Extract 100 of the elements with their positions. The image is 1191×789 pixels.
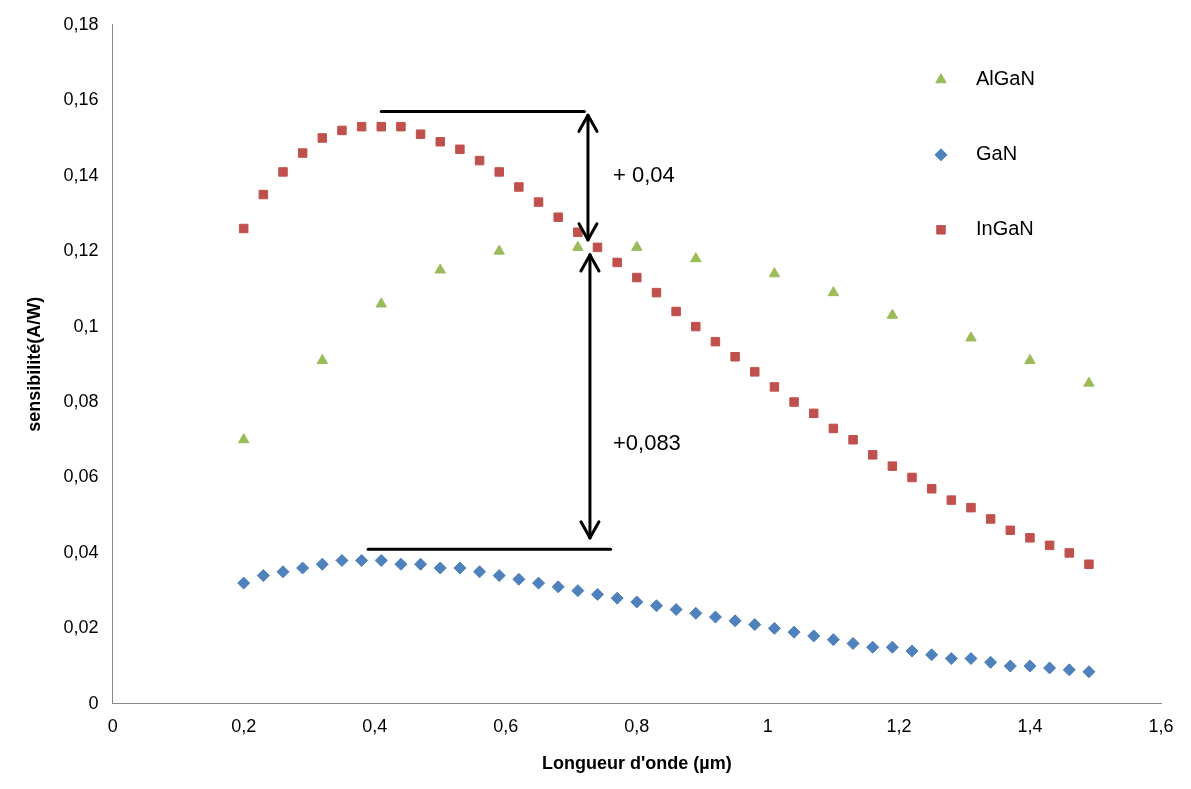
point — [1044, 540, 1055, 551]
point — [769, 382, 780, 392]
point — [592, 242, 603, 253]
point — [690, 252, 702, 263]
legend-label: GaN — [976, 142, 1018, 165]
point — [787, 625, 801, 639]
point — [630, 595, 644, 609]
x-tick-label: 1,4 — [1017, 715, 1043, 736]
point — [728, 614, 742, 628]
point — [317, 133, 328, 143]
y-tick-label: 0,06 — [63, 466, 99, 487]
point — [376, 121, 387, 132]
point — [1083, 376, 1095, 387]
point — [886, 308, 899, 319]
point — [669, 602, 683, 616]
point — [375, 297, 387, 308]
point — [651, 287, 662, 298]
point — [551, 580, 565, 594]
point — [612, 257, 622, 268]
point — [553, 212, 563, 222]
point — [374, 553, 388, 567]
point — [435, 137, 445, 147]
y-tick-label: 0,02 — [63, 617, 99, 638]
point — [808, 408, 819, 419]
x-tick-label: 1,2 — [886, 715, 912, 736]
y-tick-label: 0,08 — [63, 390, 99, 411]
point — [750, 367, 760, 377]
point — [985, 514, 996, 524]
point — [768, 267, 781, 278]
point — [237, 433, 250, 444]
point — [396, 121, 406, 132]
point — [1005, 525, 1016, 536]
point — [315, 557, 329, 571]
point — [414, 557, 428, 571]
point — [964, 652, 978, 666]
point — [493, 244, 505, 255]
point — [238, 223, 249, 234]
point — [1003, 659, 1017, 673]
point — [1025, 533, 1035, 543]
point — [453, 561, 467, 575]
point — [827, 286, 840, 297]
x-tick-label: 1 — [762, 715, 773, 736]
y-axis-title: sensibilité(A/W) — [23, 296, 44, 432]
point — [433, 561, 447, 575]
point — [394, 557, 408, 571]
point — [730, 352, 740, 362]
x-tick-label: 1,6 — [1148, 715, 1174, 736]
point — [356, 121, 367, 132]
point — [573, 227, 583, 238]
x-tick-label: 0,2 — [231, 715, 257, 736]
point — [610, 591, 624, 605]
point — [237, 576, 251, 590]
point — [631, 240, 643, 251]
point — [1082, 665, 1096, 679]
point — [826, 633, 840, 647]
point — [512, 572, 526, 586]
point — [571, 584, 585, 598]
annotation: +0,083 — [612, 429, 681, 455]
point — [887, 461, 898, 471]
point — [494, 167, 504, 177]
point — [296, 561, 310, 575]
y-tick-label: 0,04 — [63, 541, 99, 562]
x-axis-title: Longueur d'onde (µm) — [542, 753, 732, 774]
point — [691, 321, 701, 332]
point — [514, 182, 524, 192]
y-tick-label: 0 — [88, 692, 99, 713]
point — [926, 484, 937, 494]
point — [748, 618, 762, 632]
x-tick-label: 0,8 — [624, 715, 650, 736]
point — [925, 648, 939, 662]
y-tick-label: 0,12 — [63, 240, 99, 261]
y-tick-label: 0,18 — [63, 13, 99, 34]
point — [337, 125, 347, 136]
point — [533, 197, 544, 207]
point — [256, 569, 270, 583]
point — [944, 652, 958, 666]
point — [434, 263, 446, 274]
point — [689, 606, 703, 620]
point — [278, 167, 288, 177]
x-tick-label: 0,6 — [493, 715, 519, 736]
point — [1062, 663, 1076, 677]
y-tick-label: 0,1 — [73, 315, 99, 336]
point — [632, 272, 642, 283]
point — [965, 331, 977, 342]
point — [867, 450, 878, 460]
point — [1064, 548, 1075, 558]
point — [532, 576, 546, 590]
point — [1023, 659, 1037, 673]
point — [492, 569, 506, 583]
point — [846, 636, 860, 650]
point — [828, 423, 839, 434]
point — [455, 144, 465, 155]
point — [966, 502, 976, 513]
legend-label: AlGaN — [976, 67, 1035, 90]
legend-label: InGaN — [976, 217, 1034, 240]
point — [415, 129, 426, 139]
point — [297, 148, 308, 158]
point — [984, 655, 998, 669]
x-tick-label: 0 — [107, 715, 118, 736]
point — [848, 435, 858, 445]
